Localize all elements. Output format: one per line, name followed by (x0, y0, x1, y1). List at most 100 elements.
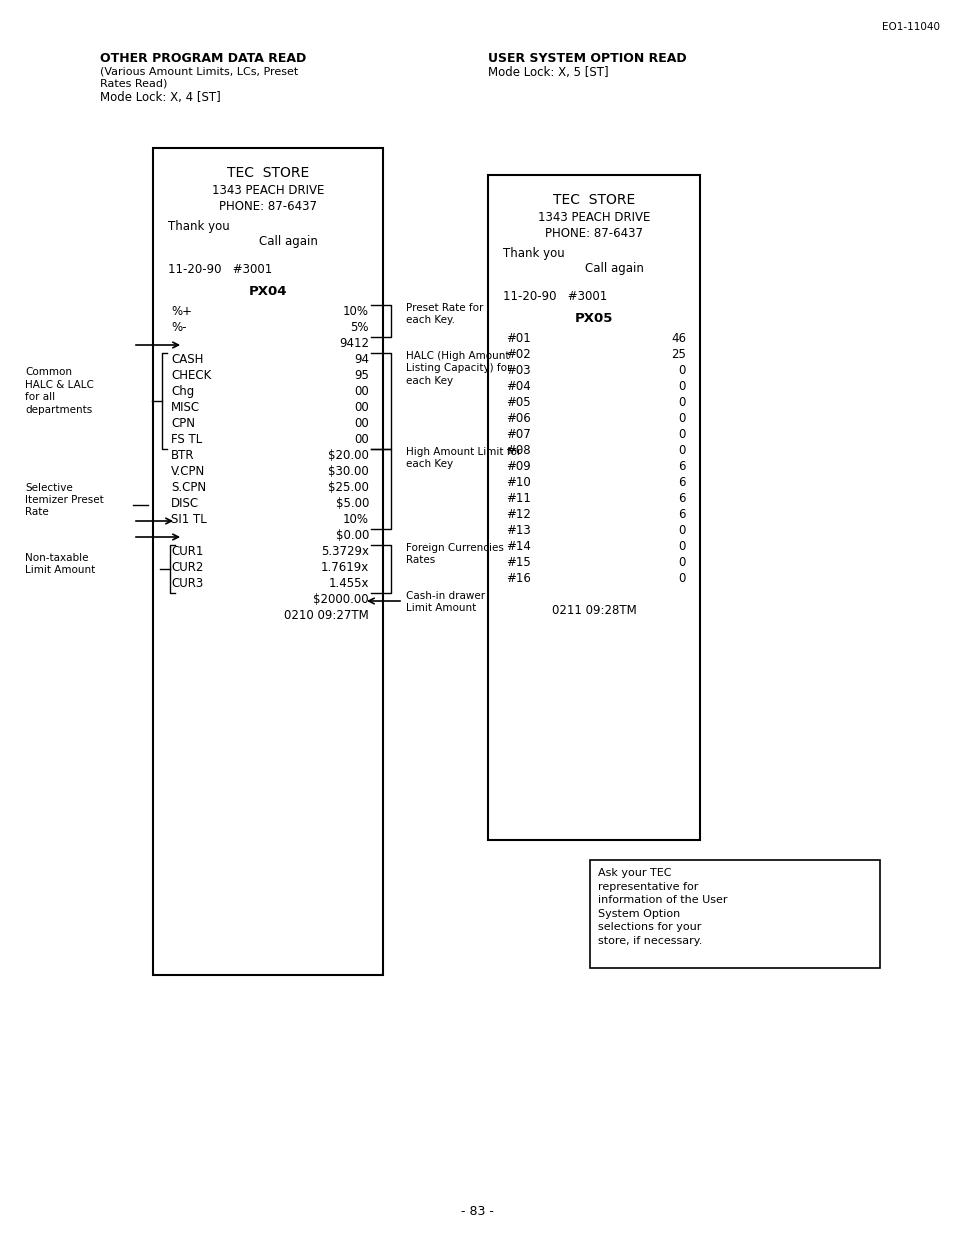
Text: 0: 0 (678, 427, 685, 441)
Text: #09: #09 (505, 460, 530, 473)
Text: $2000.00: $2000.00 (313, 593, 369, 606)
Text: 10%: 10% (343, 513, 369, 527)
Text: High Amount Limit for
each Key: High Amount Limit for each Key (406, 447, 520, 470)
Text: SI1 TL: SI1 TL (171, 513, 207, 527)
Text: 94: 94 (354, 353, 369, 366)
Text: #11: #11 (505, 492, 530, 506)
Text: 0: 0 (678, 396, 685, 409)
Text: CHECK: CHECK (171, 369, 211, 382)
Text: #10: #10 (505, 476, 530, 489)
Text: Common
HALC & LALC
for all
departments: Common HALC & LALC for all departments (25, 368, 93, 415)
Text: #08: #08 (505, 444, 530, 457)
Text: Cash-in drawer
Limit Amount: Cash-in drawer Limit Amount (406, 591, 485, 613)
Text: #04: #04 (505, 380, 530, 393)
Text: BTR: BTR (171, 449, 194, 462)
Text: CASH: CASH (171, 353, 203, 366)
Text: 5%: 5% (350, 321, 369, 335)
Text: 0: 0 (678, 572, 685, 585)
Text: CUR2: CUR2 (171, 561, 203, 574)
Text: CUR1: CUR1 (171, 545, 203, 558)
Text: %-: %- (171, 321, 186, 335)
Text: 1.7619x: 1.7619x (320, 561, 369, 574)
Text: $30.00: $30.00 (328, 465, 369, 478)
Text: Thank you: Thank you (502, 247, 564, 260)
Text: #07: #07 (505, 427, 530, 441)
Text: 5.3729x: 5.3729x (320, 545, 369, 558)
Text: $20.00: $20.00 (328, 449, 369, 462)
Text: 0211 09:28TM: 0211 09:28TM (551, 603, 636, 617)
Text: 46: 46 (670, 332, 685, 344)
Text: 6: 6 (678, 460, 685, 473)
Text: CPN: CPN (171, 418, 194, 430)
Text: 00: 00 (354, 418, 369, 430)
Text: #01: #01 (505, 332, 530, 344)
Text: TEC  STORE: TEC STORE (227, 166, 309, 180)
Text: V.CPN: V.CPN (171, 465, 205, 478)
Text: MISC: MISC (171, 401, 200, 414)
Text: TEC  STORE: TEC STORE (553, 193, 635, 207)
Text: #12: #12 (505, 508, 530, 522)
Text: 6: 6 (678, 508, 685, 522)
Text: PHONE: 87-6437: PHONE: 87-6437 (219, 199, 316, 213)
Text: 0: 0 (678, 540, 685, 553)
Text: Mode Lock: X, 5 [ST]: Mode Lock: X, 5 [ST] (488, 66, 608, 79)
Bar (152, 147, 382, 975)
Text: EO1-11040: EO1-11040 (882, 22, 939, 32)
Text: PX05: PX05 (575, 312, 613, 325)
Text: %+: %+ (171, 305, 192, 318)
Text: 6: 6 (678, 492, 685, 506)
Text: 1343 PEACH DRIVE: 1343 PEACH DRIVE (212, 185, 324, 197)
Text: Thank you: Thank you (168, 221, 230, 233)
Text: Ask your TEC
representative for
information of the User
System Option
selections: Ask your TEC representative for informat… (598, 869, 727, 947)
Text: #16: #16 (505, 572, 530, 585)
Text: OTHER PROGRAM DATA READ: OTHER PROGRAM DATA READ (100, 52, 306, 64)
Text: 10%: 10% (343, 305, 369, 318)
Text: Call again: Call again (584, 261, 642, 275)
Text: 11-20-90   #3001: 11-20-90 #3001 (502, 290, 607, 304)
Text: 0: 0 (678, 444, 685, 457)
Text: Call again: Call again (258, 235, 317, 248)
Text: #02: #02 (505, 348, 530, 361)
Bar (589, 860, 879, 968)
Text: (Various Amount Limits, LCs, Preset: (Various Amount Limits, LCs, Preset (100, 66, 298, 76)
Text: PX04: PX04 (249, 285, 287, 299)
Text: 0: 0 (678, 556, 685, 569)
Text: #06: #06 (505, 413, 530, 425)
Text: S.CPN: S.CPN (171, 481, 206, 494)
Text: 0: 0 (678, 380, 685, 393)
Text: 25: 25 (670, 348, 685, 361)
Text: Foreign Currencies
Rates: Foreign Currencies Rates (406, 543, 503, 565)
Text: Non-taxable
Limit Amount: Non-taxable Limit Amount (25, 553, 95, 575)
Text: 11-20-90   #3001: 11-20-90 #3001 (168, 263, 272, 276)
Text: Rates Read): Rates Read) (100, 79, 167, 89)
Text: $0.00: $0.00 (335, 529, 369, 541)
Text: DISC: DISC (171, 497, 199, 510)
Text: - 83 -: - 83 - (460, 1206, 493, 1218)
Text: $5.00: $5.00 (335, 497, 369, 510)
Text: Selective
Itemizer Preset
Rate: Selective Itemizer Preset Rate (25, 483, 104, 518)
Text: Preset Rate for
each Key.: Preset Rate for each Key. (406, 304, 483, 326)
Text: 0210 09:27TM: 0210 09:27TM (284, 610, 369, 622)
Text: 00: 00 (354, 432, 369, 446)
Text: 9412: 9412 (338, 337, 369, 349)
Text: $25.00: $25.00 (328, 481, 369, 494)
Text: 0: 0 (678, 413, 685, 425)
Text: 0: 0 (678, 524, 685, 536)
Bar (488, 175, 700, 840)
Text: 00: 00 (354, 401, 369, 414)
Text: 00: 00 (354, 385, 369, 398)
Text: #13: #13 (505, 524, 530, 536)
Text: #14: #14 (505, 540, 530, 553)
Text: #15: #15 (505, 556, 530, 569)
Text: CUR3: CUR3 (171, 577, 203, 590)
Text: #05: #05 (505, 396, 530, 409)
Text: HALC (High Amount
Listing Capacity) for
each Key: HALC (High Amount Listing Capacity) for … (406, 351, 511, 385)
Text: #03: #03 (505, 364, 530, 377)
Text: PHONE: 87-6437: PHONE: 87-6437 (544, 227, 642, 240)
Text: Chg: Chg (171, 385, 194, 398)
Text: USER SYSTEM OPTION READ: USER SYSTEM OPTION READ (488, 52, 686, 64)
Text: 0: 0 (678, 364, 685, 377)
Text: 95: 95 (354, 369, 369, 382)
Text: 6: 6 (678, 476, 685, 489)
Text: Mode Lock: X, 4 [ST]: Mode Lock: X, 4 [ST] (100, 90, 220, 104)
